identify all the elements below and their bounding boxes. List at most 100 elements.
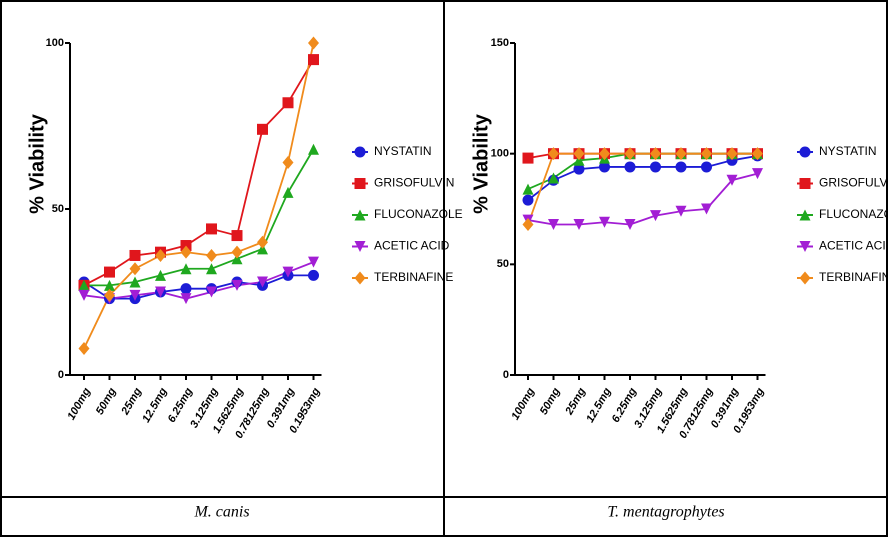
data-point	[701, 147, 712, 161]
data-point	[257, 123, 268, 135]
legend-label: GRISOFULVIN	[819, 176, 888, 190]
data-point	[624, 161, 636, 173]
data-point	[206, 286, 217, 298]
data-point	[282, 156, 294, 170]
data-point	[548, 147, 559, 161]
data-point	[522, 152, 534, 164]
data-point	[522, 194, 534, 206]
legend-marker	[799, 209, 811, 221]
caption: M. canis	[193, 504, 249, 521]
data-point	[308, 143, 319, 155]
x-tick-label: 50mg	[94, 386, 119, 417]
y-tick-label: 50	[497, 258, 509, 270]
y-tick-label: 50	[52, 203, 64, 215]
series-line	[83, 274, 314, 300]
data-point	[180, 240, 192, 252]
data-point	[78, 341, 90, 355]
series-line	[527, 152, 758, 225]
legend-marker	[799, 271, 811, 285]
legend-label: FLUCONAZOLE	[819, 207, 888, 221]
legend-label: ACETIC ACID	[374, 239, 450, 253]
data-point	[129, 289, 141, 301]
data-point	[573, 154, 585, 166]
data-point	[180, 263, 192, 275]
y-axis-label: % Viability	[470, 113, 492, 214]
data-point	[701, 203, 712, 215]
data-point	[599, 161, 610, 173]
data-point	[104, 279, 115, 291]
legend-label: FLUCONAZOLE	[374, 207, 463, 221]
data-point	[129, 249, 141, 261]
x-tick-label: 50mg	[538, 386, 563, 417]
data-point	[573, 147, 585, 161]
legend-label: NYSTATIN	[374, 144, 432, 158]
data-point	[206, 263, 217, 275]
legend-marker	[799, 241, 811, 252]
y-tick-label: 0	[58, 369, 64, 381]
data-point	[129, 276, 141, 288]
data-point	[155, 286, 166, 298]
legend-marker	[354, 241, 366, 252]
data-point	[548, 172, 559, 184]
data-point	[522, 217, 534, 231]
data-point	[650, 210, 661, 222]
data-point	[650, 161, 661, 173]
y-tick-label: 150	[491, 37, 509, 49]
data-point	[257, 235, 268, 249]
data-point	[155, 269, 166, 281]
data-point	[726, 174, 738, 186]
legend-marker	[354, 271, 366, 285]
x-tick-label: 100mg	[65, 386, 93, 422]
data-point	[726, 147, 738, 161]
series-line	[84, 148, 315, 287]
data-point	[104, 266, 115, 278]
data-point	[282, 186, 294, 198]
data-point	[206, 248, 217, 262]
data-point	[180, 293, 192, 305]
series-line	[527, 152, 758, 190]
data-point	[675, 205, 687, 217]
data-point	[675, 147, 687, 161]
data-point	[752, 168, 763, 180]
data-point	[257, 243, 268, 255]
data-point	[155, 248, 166, 262]
data-point	[624, 218, 636, 230]
data-point	[675, 161, 687, 173]
data-point	[282, 266, 294, 278]
data-point	[624, 147, 636, 161]
series-line	[83, 261, 314, 300]
data-point	[573, 218, 585, 230]
series-line	[83, 59, 315, 287]
y-tick-label: 0	[503, 369, 509, 381]
y-axis-label: % Viability	[26, 113, 48, 214]
data-point	[282, 97, 294, 109]
legend-label: ACETIC ACID	[819, 239, 888, 253]
legend-label: TERBINAFINE	[374, 270, 453, 284]
data-point	[104, 288, 115, 302]
data-point	[129, 262, 141, 276]
data-point	[308, 269, 319, 281]
data-point	[180, 283, 192, 295]
legend-label: NYSTATIN	[819, 144, 877, 158]
series-line	[527, 172, 758, 226]
data-point	[231, 253, 243, 265]
x-tick-label: 25mg	[563, 386, 588, 418]
legend-marker	[799, 146, 811, 158]
data-point	[599, 147, 610, 161]
data-point	[78, 279, 90, 291]
data-point	[308, 36, 319, 50]
data-point	[308, 256, 319, 268]
series-line	[83, 42, 315, 349]
data-point	[522, 183, 534, 195]
data-point	[206, 223, 217, 235]
x-tick-label: 25mg	[119, 386, 144, 418]
data-point	[78, 289, 90, 301]
series-line	[527, 154, 758, 201]
caption: T. mentagrophytes	[607, 504, 724, 521]
legend-label: TERBINAFINE	[819, 270, 888, 284]
x-tick-label: 100mg	[509, 386, 537, 422]
legend-marker	[354, 209, 366, 221]
data-point	[231, 230, 243, 242]
legend-marker	[799, 178, 811, 189]
